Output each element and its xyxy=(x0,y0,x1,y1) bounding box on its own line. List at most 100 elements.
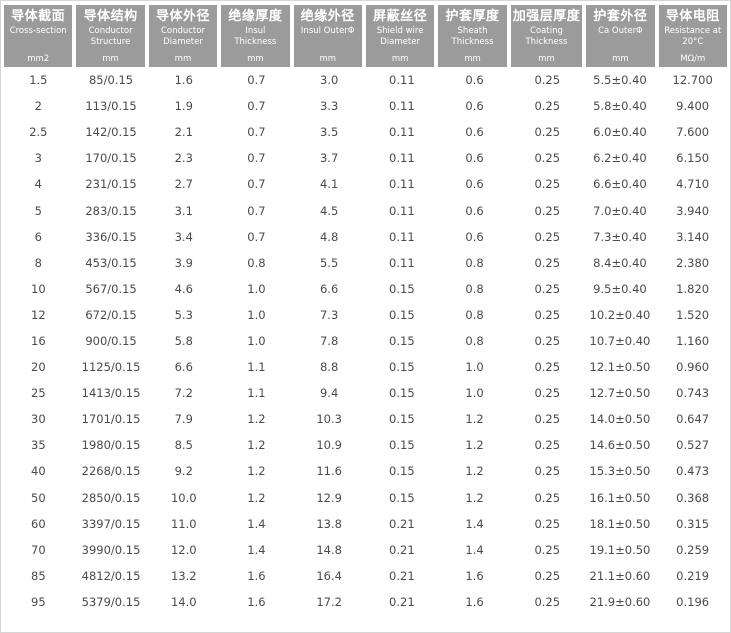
cell: 10 xyxy=(31,281,46,296)
column-unit: mm2 xyxy=(27,53,50,64)
cell: 10.0 xyxy=(170,490,197,505)
cell: 0.11 xyxy=(389,177,415,192)
column-title-zh: 导体结构 xyxy=(83,9,138,24)
cell: 0.11 xyxy=(389,255,415,270)
cell: 0.25 xyxy=(534,386,561,401)
cell: 50 xyxy=(31,490,46,505)
cell: 0.7 xyxy=(247,73,266,88)
column-title-zh: 护套厚度 xyxy=(445,9,500,24)
cell: 0.21 xyxy=(389,542,415,557)
table-body: 1.5 85/0.15 1.6 0.7 3.0 0.11 0.6 0.25 5.5±0.40 12… xyxy=(4,67,727,615)
cell: 0.21 xyxy=(389,594,415,609)
cell: 8 xyxy=(34,255,42,270)
cell: 10.7±0.40 xyxy=(589,333,651,348)
cell: 0.11 xyxy=(389,99,415,114)
cell: 0.15 xyxy=(389,412,415,427)
cell: 3.5 xyxy=(319,125,339,140)
cell: 20 xyxy=(31,360,46,375)
cell: 16 xyxy=(31,333,46,348)
column-title-en: Coating Thickness xyxy=(525,26,568,48)
cell: 1.6 xyxy=(174,73,193,88)
table-row: 40 2268/0.15 9.2 1.2 11.6 0.15 1.2 0.25 15.3±0.5… xyxy=(4,458,727,484)
cell: 1.0 xyxy=(247,307,266,322)
cell: 0.15 xyxy=(389,307,415,322)
cell: 1.6 xyxy=(465,568,484,583)
cell: 3.7 xyxy=(319,151,339,166)
cell: 1.2 xyxy=(465,438,484,453)
cell: 19.1±0.50 xyxy=(589,542,651,557)
cell: 14.6±0.50 xyxy=(589,438,651,453)
cell: 1.4 xyxy=(465,516,484,531)
cell: 95 xyxy=(31,594,46,609)
cell: 12 xyxy=(31,307,46,322)
cell: 7.0±0.40 xyxy=(593,203,647,218)
cell: 5.5 xyxy=(319,255,339,270)
cell: 7.3 xyxy=(319,307,339,322)
cell: 0.7 xyxy=(247,229,266,244)
table-row: 5 283/0.15 3.1 0.7 4.5 0.11 0.6 0.25 7.0±0.40 3.9… xyxy=(4,197,727,223)
cell: 0.6 xyxy=(465,151,484,166)
cell: 0.25 xyxy=(534,255,561,270)
cell: 5.8±0.40 xyxy=(593,99,647,114)
cell: 0.6 xyxy=(465,177,484,192)
cell: 9.4 xyxy=(319,386,339,401)
cell: 0.11 xyxy=(389,73,415,88)
column-unit: mm xyxy=(247,53,264,64)
cell: 0.25 xyxy=(534,516,561,531)
cell: 0.7 xyxy=(247,125,266,140)
cell: 35 xyxy=(31,438,46,453)
cell: 1.5 xyxy=(29,73,48,88)
table-row: 2.5 142/0.15 2.1 0.7 3.5 0.11 0.6 0.25 6.0±0.40 7… xyxy=(4,119,727,145)
column-title-en: Conductor Structure xyxy=(88,26,133,48)
cell: 0.25 xyxy=(534,490,561,505)
table-row: 70 3990/0.15 12.0 1.4 14.8 0.21 1.4 0.25 19.1±0.… xyxy=(4,537,727,563)
cell: 1.0 xyxy=(247,333,266,348)
table-row: 35 1980/0.15 8.5 1.2 10.9 0.15 1.2 0.25 14.6±0.5… xyxy=(4,432,727,458)
cell: 1.4 xyxy=(465,542,484,557)
cell: 1.2 xyxy=(247,438,266,453)
cell: 2.380 xyxy=(676,255,710,270)
cell: 0.6 xyxy=(465,73,484,88)
cell: 0.25 xyxy=(534,73,561,88)
cell: 9.2 xyxy=(174,464,193,479)
cell: 15.3±0.50 xyxy=(589,464,651,479)
cell: 0.25 xyxy=(534,281,561,296)
cell: 6.0±0.40 xyxy=(593,125,647,140)
cell: 0.743 xyxy=(676,386,710,401)
column-header-4: 绝缘厚度 Insul Thickness mm xyxy=(221,5,290,67)
cell: 2.1 xyxy=(174,125,193,140)
cell: 0.6 xyxy=(465,203,484,218)
cell: 9.5±0.40 xyxy=(593,281,647,296)
cell: 1.2 xyxy=(247,412,266,427)
cell: 1.1 xyxy=(247,360,266,375)
cell: 14.0±0.50 xyxy=(589,412,651,427)
column-header-2: 导体结构 Conductor Structure mm xyxy=(76,5,145,67)
cell: 0.15 xyxy=(389,386,415,401)
cell: 0.527 xyxy=(676,438,710,453)
cell: 1413/0.15 xyxy=(81,386,141,401)
cell: 12.9 xyxy=(316,490,342,505)
column-title-en: Insul OuterΦ xyxy=(300,26,355,37)
cell: 1.2 xyxy=(465,464,484,479)
cell: 2850/0.15 xyxy=(81,490,141,505)
cell: 0.6 xyxy=(465,125,484,140)
cell: 1.4 xyxy=(247,542,266,557)
cell: 1980/0.15 xyxy=(81,438,141,453)
cell: 0.647 xyxy=(676,412,710,427)
cell: 4.8 xyxy=(319,229,339,244)
cell: 0.25 xyxy=(534,307,561,322)
cell: 0.8 xyxy=(465,307,484,322)
cell: 0.25 xyxy=(534,464,561,479)
table-row: 50 2850/0.15 10.0 1.2 12.9 0.15 1.2 0.25 16.1±0.… xyxy=(4,485,727,511)
cell: 0.7 xyxy=(247,151,266,166)
cell: 0.25 xyxy=(534,99,561,114)
cell: 170/0.15 xyxy=(85,151,137,166)
cell: 0.8 xyxy=(247,255,266,270)
cell: 3.9 xyxy=(174,255,193,270)
cell: 11.0 xyxy=(170,516,197,531)
cell: 18.1±0.50 xyxy=(589,516,651,531)
cell: 14.0 xyxy=(170,594,197,609)
column-title-en: Conductor Diameter xyxy=(160,26,205,48)
cell: 0.25 xyxy=(534,151,561,166)
